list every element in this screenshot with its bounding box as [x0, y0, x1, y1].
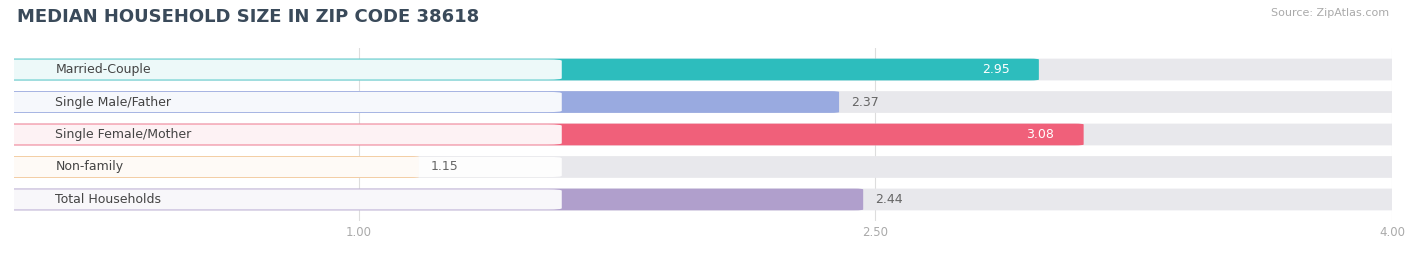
- Text: 1.15: 1.15: [430, 161, 458, 174]
- Text: Total Households: Total Households: [55, 193, 162, 206]
- Text: Single Female/Mother: Single Female/Mother: [55, 128, 191, 141]
- FancyBboxPatch shape: [6, 156, 1400, 178]
- FancyBboxPatch shape: [0, 125, 562, 144]
- FancyBboxPatch shape: [6, 91, 839, 113]
- Text: Non-family: Non-family: [55, 161, 124, 174]
- FancyBboxPatch shape: [6, 59, 1400, 80]
- Text: MEDIAN HOUSEHOLD SIZE IN ZIP CODE 38618: MEDIAN HOUSEHOLD SIZE IN ZIP CODE 38618: [17, 8, 479, 26]
- FancyBboxPatch shape: [6, 156, 419, 178]
- FancyBboxPatch shape: [0, 189, 562, 210]
- FancyBboxPatch shape: [6, 59, 1039, 80]
- Text: 2.37: 2.37: [851, 95, 879, 108]
- Text: Married-Couple: Married-Couple: [55, 63, 150, 76]
- FancyBboxPatch shape: [0, 92, 562, 112]
- FancyBboxPatch shape: [6, 124, 1084, 145]
- Text: 2.44: 2.44: [875, 193, 903, 206]
- FancyBboxPatch shape: [6, 189, 863, 210]
- FancyBboxPatch shape: [0, 59, 562, 80]
- Text: 3.08: 3.08: [1026, 128, 1054, 141]
- FancyBboxPatch shape: [0, 157, 562, 177]
- FancyBboxPatch shape: [6, 91, 1400, 113]
- FancyBboxPatch shape: [6, 124, 1400, 145]
- Text: 2.95: 2.95: [981, 63, 1010, 76]
- Text: Single Male/Father: Single Male/Father: [55, 95, 172, 108]
- FancyBboxPatch shape: [6, 189, 1400, 210]
- Text: Source: ZipAtlas.com: Source: ZipAtlas.com: [1271, 8, 1389, 18]
